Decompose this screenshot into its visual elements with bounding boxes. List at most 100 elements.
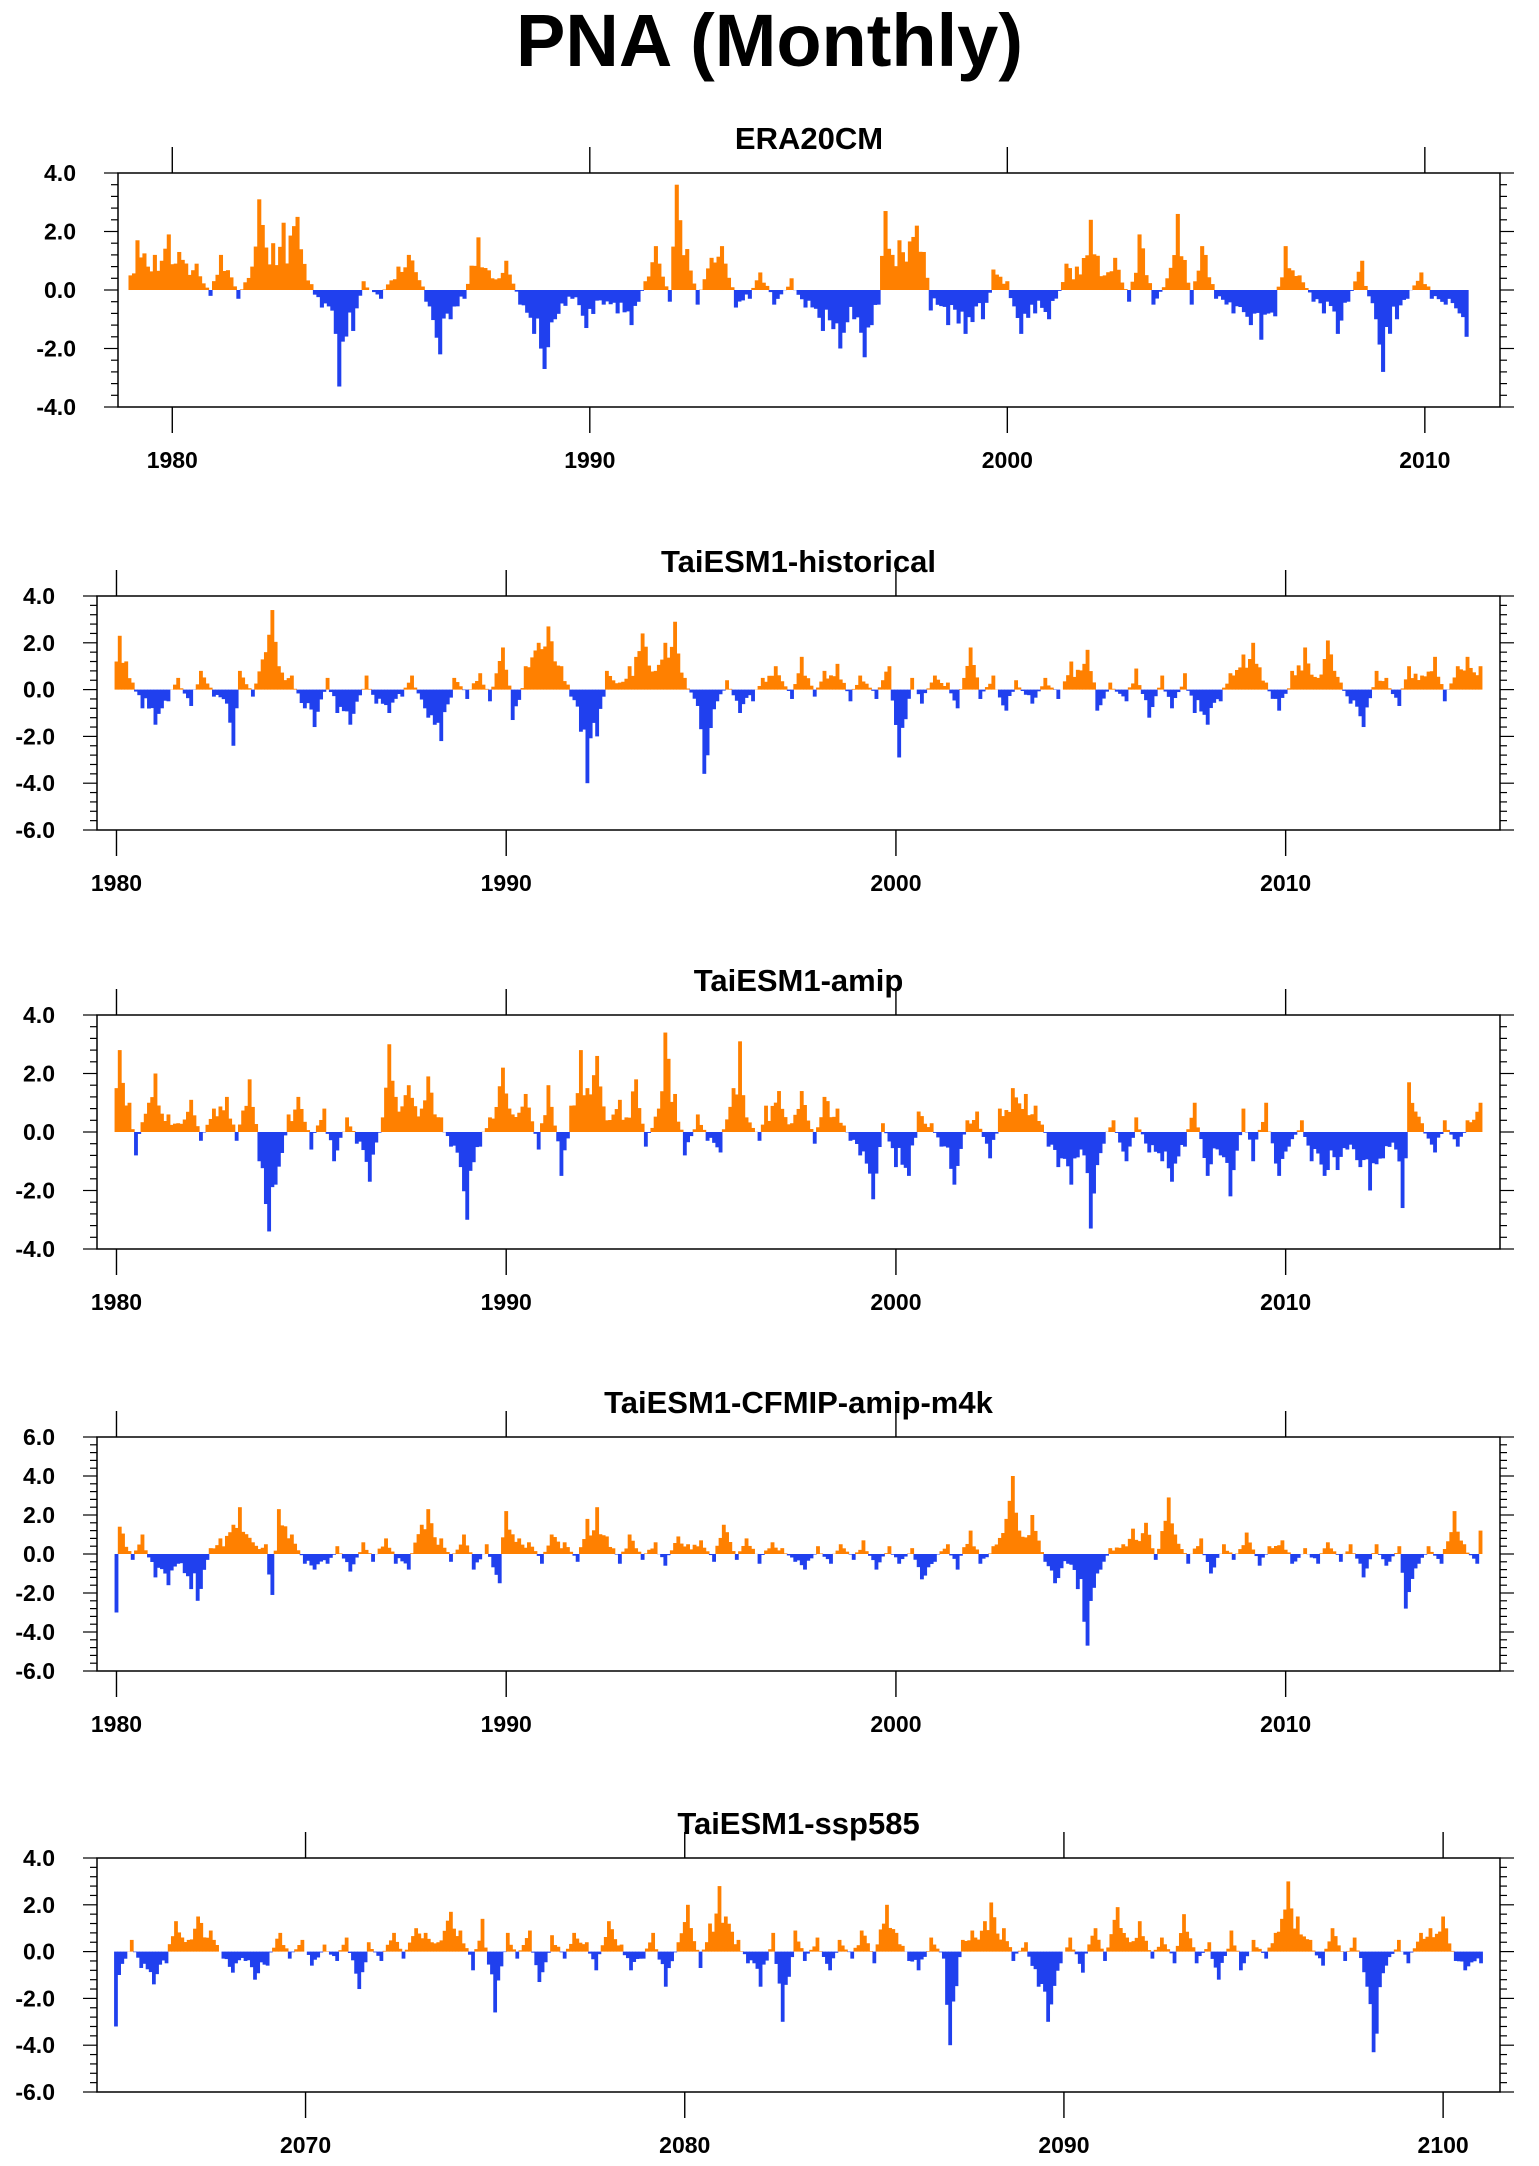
positive-bar bbox=[278, 246, 283, 290]
positive-bar bbox=[595, 1055, 600, 1132]
negative-bar bbox=[1216, 1951, 1221, 1980]
negative-bar bbox=[1105, 1554, 1109, 1556]
negative-bar bbox=[1001, 689, 1006, 706]
negative-bar bbox=[994, 1132, 999, 1134]
negative-bar bbox=[1231, 1554, 1236, 1560]
positive-bar bbox=[702, 1547, 707, 1554]
positive-bar bbox=[1185, 1931, 1190, 1952]
positive-bar bbox=[816, 687, 820, 690]
positive-bar bbox=[767, 1120, 772, 1132]
positive-bar bbox=[624, 1117, 629, 1133]
negative-bar bbox=[1046, 1132, 1051, 1147]
negative-bar bbox=[1309, 1554, 1314, 1558]
positive-bar bbox=[195, 1126, 200, 1132]
negative-bar bbox=[1103, 1951, 1107, 1961]
negative-bar bbox=[192, 1554, 197, 1574]
negative-bar bbox=[1196, 689, 1200, 701]
positive-bar bbox=[549, 641, 554, 690]
negative-bar bbox=[1364, 1554, 1369, 1569]
negative-bar bbox=[1387, 1554, 1392, 1562]
positive-bar bbox=[751, 287, 756, 290]
negative-bar bbox=[942, 290, 947, 307]
positive-bar bbox=[819, 681, 824, 690]
negative-bar bbox=[1144, 1132, 1148, 1144]
negative-bar bbox=[439, 689, 444, 742]
negative-bar bbox=[169, 1554, 174, 1571]
negative-bar bbox=[1403, 1554, 1408, 1609]
positive-bar bbox=[1166, 1949, 1171, 1952]
positive-bar bbox=[643, 1553, 648, 1554]
positive-bar bbox=[884, 671, 889, 690]
positive-bar bbox=[569, 1943, 573, 1952]
positive-bar bbox=[267, 264, 272, 290]
x-tick-label: 2010 bbox=[1399, 447, 1450, 473]
positive-bar bbox=[822, 670, 827, 690]
negative-bar bbox=[636, 290, 641, 302]
negative-bar bbox=[588, 689, 593, 739]
positive-bar bbox=[900, 252, 905, 290]
positive-bar bbox=[1096, 1939, 1101, 1952]
positive-bar bbox=[187, 274, 192, 290]
positive-bar bbox=[1468, 1122, 1473, 1132]
negative-bar bbox=[647, 1132, 652, 1133]
negative-bar bbox=[1270, 1132, 1275, 1144]
positive-bar bbox=[505, 1932, 510, 1952]
positive-bar bbox=[601, 1106, 606, 1132]
positive-bar bbox=[1225, 683, 1230, 690]
negative-bar bbox=[1224, 290, 1229, 305]
positive-bar bbox=[1186, 282, 1191, 290]
positive-bar bbox=[806, 1120, 811, 1132]
positive-bar bbox=[1120, 282, 1125, 290]
positive-bar bbox=[1270, 1548, 1275, 1554]
negative-bar bbox=[1166, 689, 1171, 697]
negative-bar bbox=[585, 689, 590, 784]
negative-bar bbox=[1033, 689, 1038, 698]
positive-bar bbox=[717, 1886, 722, 1952]
positive-bar bbox=[514, 1117, 518, 1132]
negative-bar bbox=[354, 689, 359, 702]
negative-bar bbox=[1205, 1554, 1210, 1562]
positive-bar bbox=[1280, 1918, 1284, 1952]
positive-bar bbox=[935, 1948, 940, 1952]
positive-bar bbox=[504, 1093, 509, 1132]
negative-bar bbox=[958, 1554, 963, 1556]
positive-bar bbox=[1312, 676, 1317, 690]
positive-bar bbox=[1283, 1549, 1288, 1554]
positive-bar bbox=[199, 1922, 204, 1952]
positive-bar bbox=[1017, 687, 1022, 690]
negative-bar bbox=[1121, 689, 1126, 697]
positive-bar bbox=[704, 1942, 709, 1952]
positive-bar bbox=[124, 1546, 129, 1554]
negative-bar bbox=[316, 290, 321, 298]
positive-bar bbox=[1082, 663, 1087, 690]
positive-bar bbox=[1442, 1549, 1447, 1554]
positive-bar bbox=[598, 1534, 603, 1554]
positive-bar bbox=[621, 681, 626, 690]
positive-bar bbox=[403, 267, 408, 290]
positive-bar bbox=[988, 1553, 993, 1554]
negative-bar bbox=[954, 1951, 959, 1987]
negative-bar bbox=[1199, 689, 1204, 712]
positive-bar bbox=[1371, 1553, 1376, 1554]
positive-bar bbox=[556, 1946, 561, 1952]
positive-bar bbox=[608, 1120, 613, 1132]
positive-bar bbox=[663, 1032, 668, 1132]
positive-bar bbox=[286, 1114, 291, 1132]
negative-bar bbox=[721, 689, 726, 691]
positive-bar bbox=[1165, 278, 1170, 290]
positive-bar bbox=[887, 666, 892, 690]
positive-bar bbox=[1400, 688, 1405, 690]
negative-bar bbox=[900, 1554, 905, 1560]
negative-bar bbox=[984, 1132, 989, 1144]
positive-bar bbox=[1099, 1948, 1104, 1952]
positive-bar bbox=[1111, 1120, 1116, 1132]
positive-bar bbox=[578, 1547, 583, 1554]
negative-bar bbox=[397, 689, 401, 695]
negative-bar bbox=[1349, 290, 1354, 291]
negative-bar bbox=[1081, 1951, 1085, 1973]
positive-bar bbox=[432, 1537, 437, 1554]
negative-bar bbox=[1140, 689, 1145, 694]
positive-bar bbox=[442, 1930, 447, 1952]
negative-bar bbox=[790, 1951, 795, 1958]
negative-bar bbox=[1433, 290, 1438, 297]
